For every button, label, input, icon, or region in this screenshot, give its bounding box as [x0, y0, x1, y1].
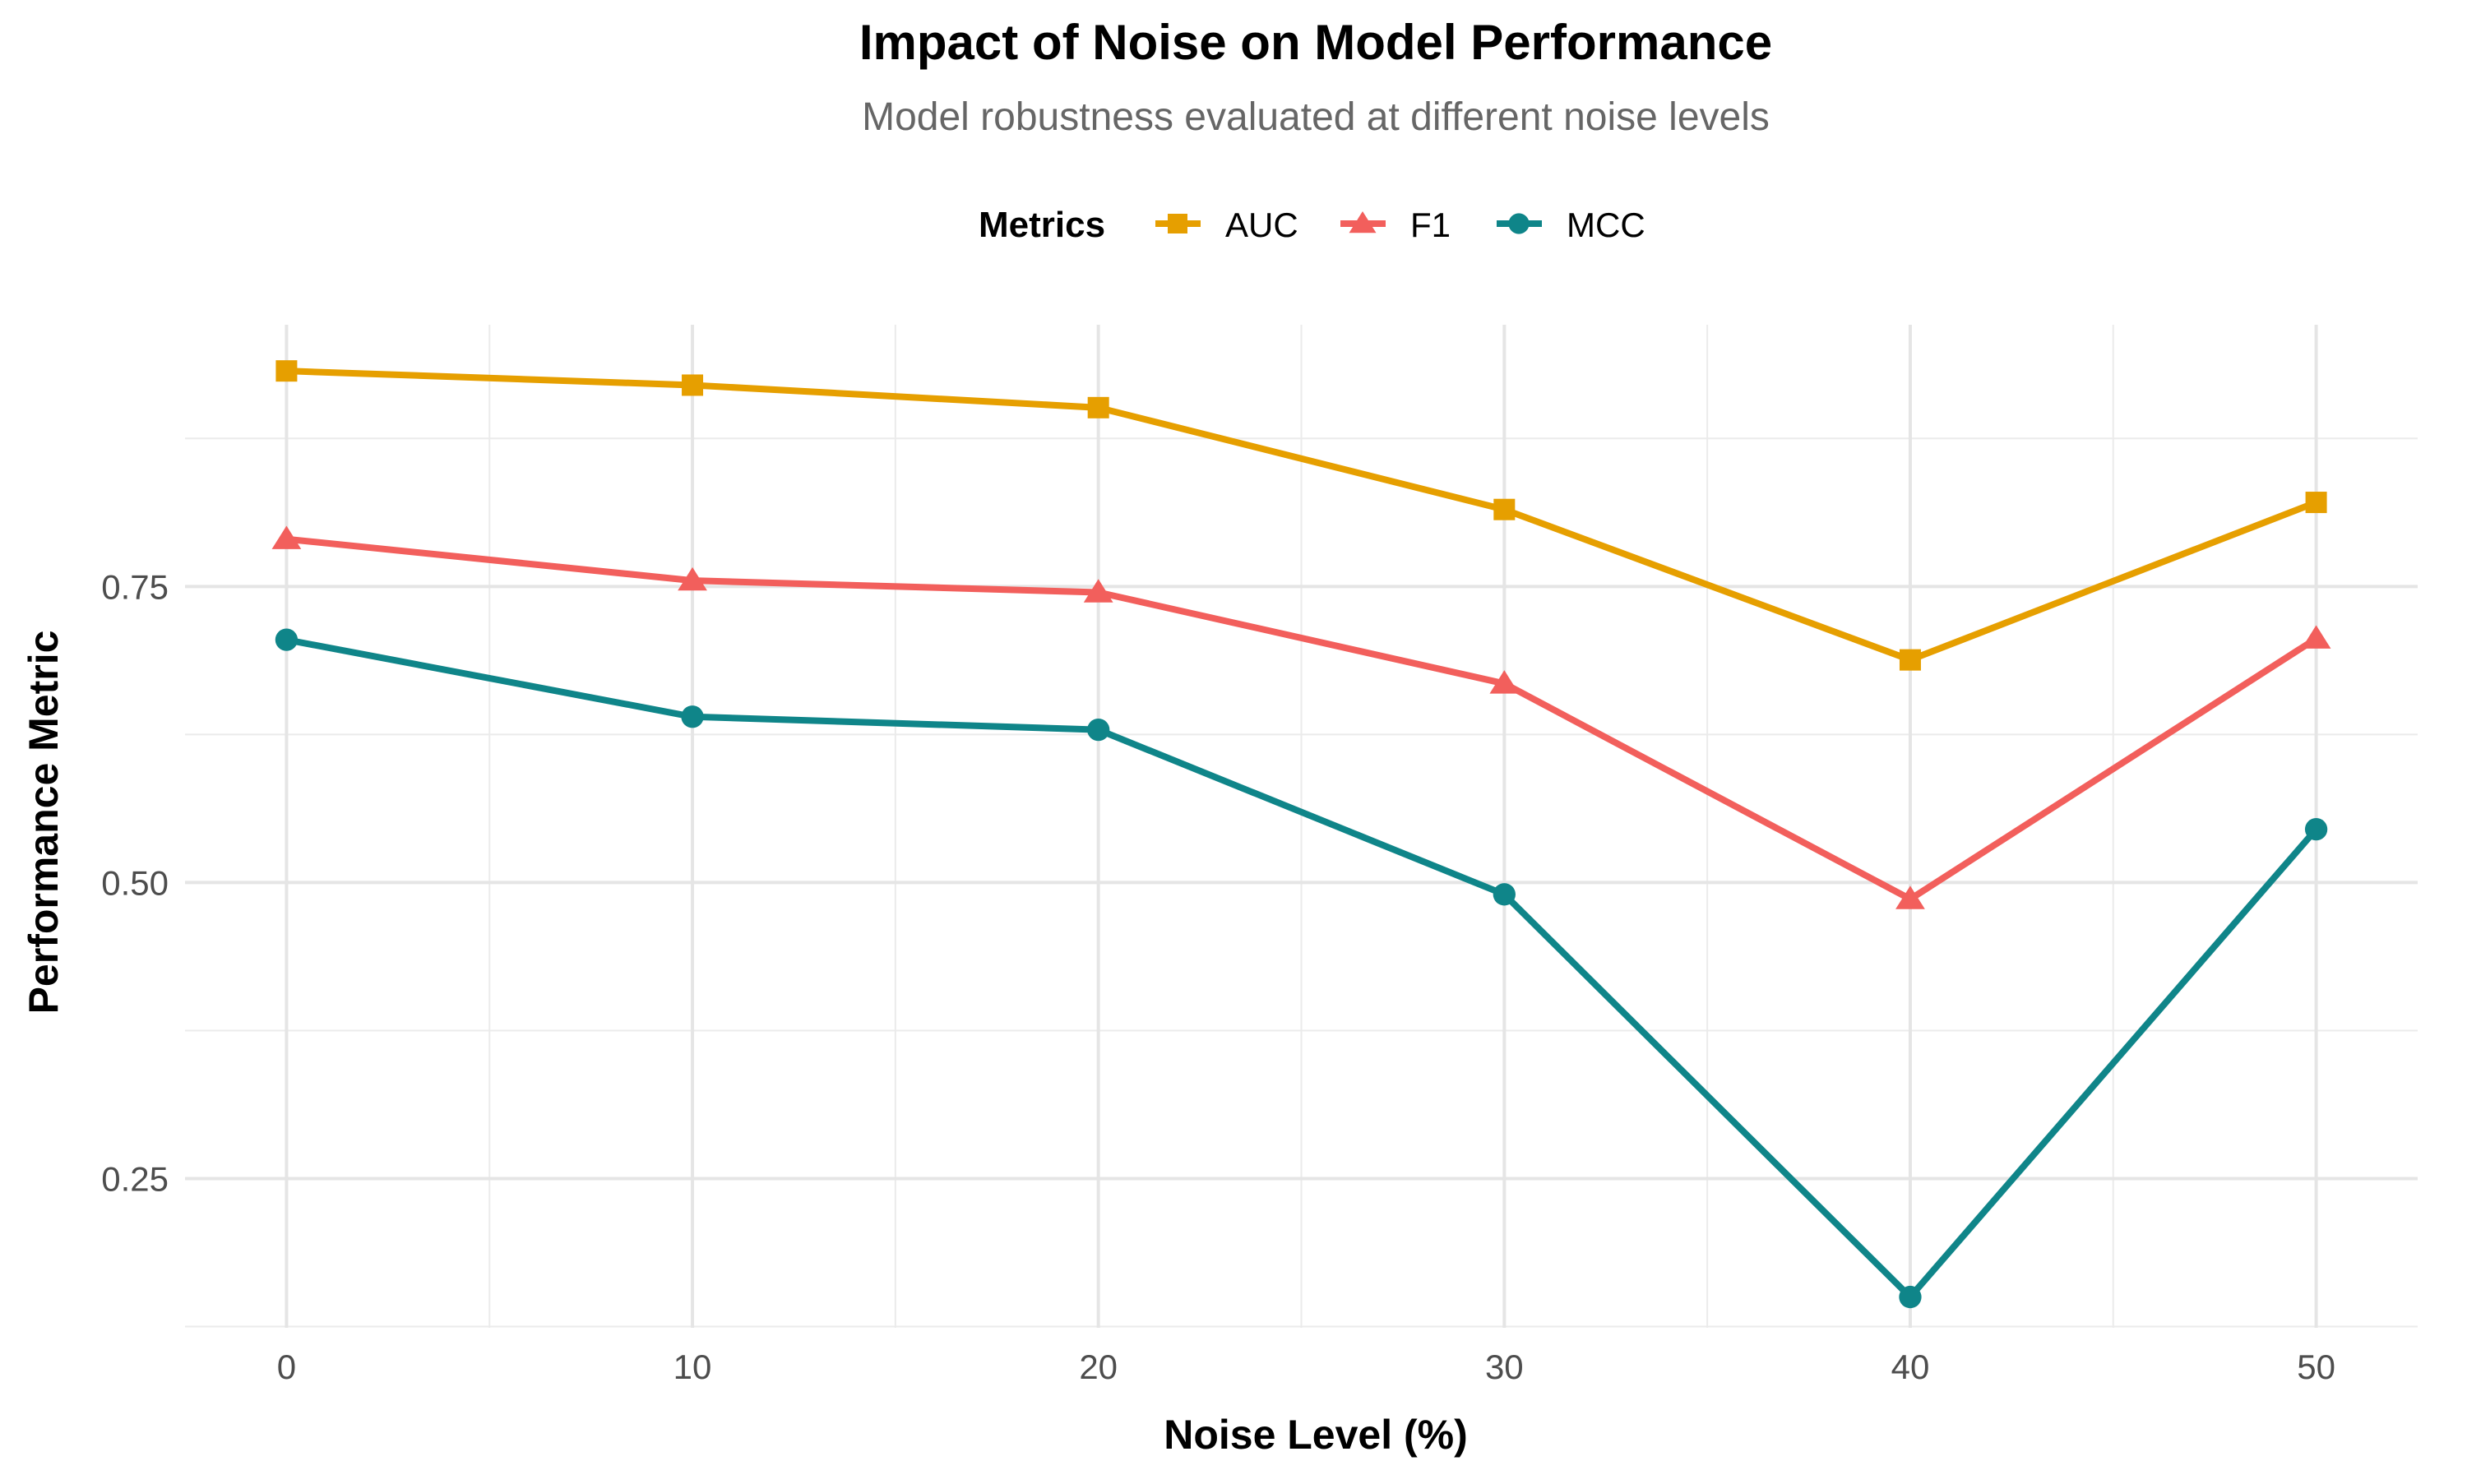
data-point-mcc: [1087, 718, 1110, 742]
legend-label-f1: F1: [1410, 206, 1451, 244]
y-axis-label: Performance Metric: [21, 631, 67, 1015]
x-tick-label: 10: [673, 1348, 712, 1386]
chart-title: Impact of Noise on Model Performance: [859, 15, 1772, 70]
series-f1: [271, 525, 2331, 909]
data-point-f1: [1489, 670, 1520, 694]
x-tick-label: 40: [1891, 1348, 1930, 1386]
series-auc: [275, 360, 2327, 671]
data-point-auc: [2305, 492, 2327, 514]
legend-key-marker-mcc: [1508, 213, 1530, 234]
data-point-auc: [1087, 396, 1109, 418]
data-point-auc: [1493, 498, 1516, 520]
minor-gridlines: [185, 325, 2418, 1328]
series-line-mcc: [285, 636, 2319, 1301]
legend-item-f1: F1: [1340, 206, 1451, 244]
legend-item-mcc: MCC: [1497, 206, 1645, 244]
legend-item-auc: AUC: [1155, 206, 1298, 244]
data-point-mcc: [681, 705, 704, 728]
y-tick-label: 0.75: [101, 567, 169, 606]
x-tick-label: 20: [1079, 1348, 1118, 1386]
series-mcc: [275, 628, 2328, 1309]
legend: Metrics AUC F1 MCC: [979, 205, 1645, 245]
data-point-auc: [275, 360, 298, 382]
data-point-f1: [1083, 579, 1113, 603]
legend-key-marker-auc: [1168, 214, 1187, 233]
data-point-auc: [682, 374, 704, 396]
major-gridlines: [185, 325, 2418, 1328]
chart-subtitle: Model robustness evaluated at different …: [862, 95, 1770, 139]
y-tick-label: 0.25: [101, 1160, 169, 1199]
x-tick-label: 0: [277, 1348, 296, 1386]
series-layer: [271, 360, 2331, 1309]
series-line-f1: [286, 535, 2318, 903]
legend-label-auc: AUC: [1225, 206, 1298, 244]
data-point-mcc: [275, 628, 299, 651]
x-tick-label: 50: [2297, 1348, 2335, 1386]
data-point-f1: [271, 525, 302, 549]
legend-label-mcc: MCC: [1567, 206, 1645, 244]
series-line-auc: [286, 368, 2318, 663]
data-point-auc: [1899, 649, 1921, 671]
data-point-mcc: [1899, 1285, 1922, 1309]
data-point-mcc: [1493, 883, 1516, 906]
data-point-f1: [678, 566, 707, 591]
data-point-mcc: [2304, 817, 2328, 841]
tick-labels: 0.25 0.50 0.75 0 10 20 30 40 50: [101, 567, 2335, 1386]
data-point-f1: [2301, 625, 2331, 649]
x-axis-label: Noise Level (%): [1164, 1412, 1468, 1458]
legend-key-marker-f1: [1349, 211, 1377, 233]
x-tick-label: 30: [1485, 1348, 1524, 1386]
y-tick-label: 0.50: [101, 863, 169, 902]
legend-title: Metrics: [979, 205, 1105, 245]
data-point-f1: [1895, 885, 1925, 909]
